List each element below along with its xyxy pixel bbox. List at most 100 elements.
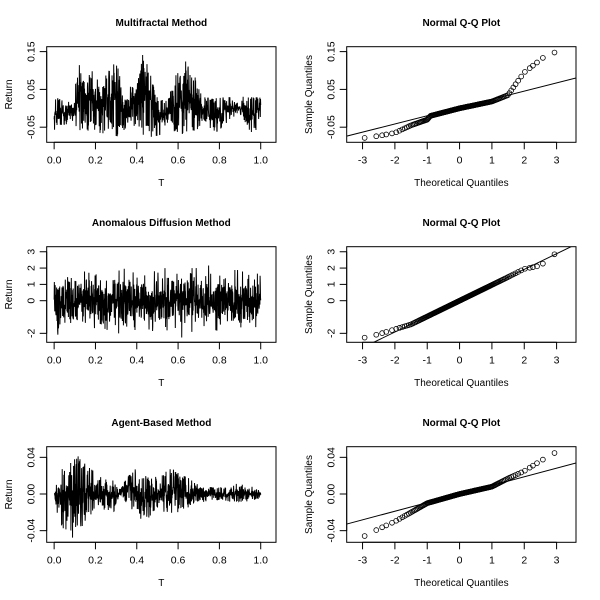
qq-point bbox=[373, 331, 380, 338]
y-axis-label: Return bbox=[4, 479, 15, 509]
data-layer bbox=[346, 450, 577, 539]
x-tick-label: 0.6 bbox=[171, 154, 186, 166]
x-tick-label: -2 bbox=[390, 554, 399, 566]
qq-point bbox=[383, 522, 390, 529]
x-tick-label: 0.2 bbox=[88, 354, 103, 366]
y-tick-label: -0.04 bbox=[326, 519, 338, 543]
y-tick-label: 0.04 bbox=[26, 447, 38, 468]
qq-point bbox=[361, 533, 368, 539]
qq-point bbox=[540, 55, 546, 61]
y-tick-label: -2 bbox=[326, 329, 338, 338]
qq-point bbox=[512, 472, 519, 478]
qq-reference-line bbox=[346, 462, 577, 525]
y-tick-label: -0.05 bbox=[326, 115, 338, 139]
qq-point bbox=[530, 462, 536, 469]
x-tick-label: 3 bbox=[554, 154, 560, 166]
data-layer bbox=[361, 246, 573, 343]
qq-point bbox=[512, 81, 519, 88]
x-tick-label: 1 bbox=[489, 354, 495, 366]
x-tick-label: 0 bbox=[457, 354, 463, 366]
x-tick-label: -1 bbox=[423, 154, 432, 166]
qq-point bbox=[534, 59, 540, 66]
qq-point bbox=[396, 516, 403, 522]
x-tick-label: 1.0 bbox=[253, 354, 268, 366]
x-tick-label: 0.0 bbox=[47, 354, 62, 366]
y-axis-label: Sample Quantiles bbox=[304, 55, 315, 134]
qq-point bbox=[551, 251, 558, 258]
x-tick-label: -3 bbox=[358, 554, 367, 566]
x-tick-label: 0.8 bbox=[212, 354, 227, 366]
y-tick-label: 3 bbox=[26, 249, 38, 255]
y-tick-label: 0 bbox=[26, 298, 38, 304]
x-tick-label: 3 bbox=[554, 554, 560, 566]
plot-box bbox=[346, 46, 577, 143]
x-tick-label: 1.0 bbox=[253, 554, 268, 566]
qq-point bbox=[540, 456, 546, 463]
data-layer bbox=[53, 55, 262, 137]
x-tick-label: 0.6 bbox=[171, 554, 186, 566]
chart-title: Normal Q-Q Plot bbox=[422, 18, 500, 29]
x-tick-label: 1.0 bbox=[253, 154, 268, 166]
chart-panel-4: Normal Q-Q Plot -3 -2 -1 0 1 2 3 -2 0 1 2 3 Theoretic… bbox=[304, 218, 577, 389]
x-tick-label: 0 bbox=[457, 554, 463, 566]
data-layer bbox=[346, 49, 577, 141]
chart-title: Normal Q-Q Plot bbox=[422, 218, 500, 229]
x-axis-label: T bbox=[158, 178, 164, 189]
x-tick-label: 0.0 bbox=[47, 554, 62, 566]
qq-point bbox=[393, 129, 399, 136]
qq-point bbox=[540, 260, 546, 267]
chart-panel-6: Normal Q-Q Plot -3 -2 -1 0 1 2 3 -0.04 0.00 0.04 Th… bbox=[304, 418, 577, 589]
y-tick-label: 0.15 bbox=[26, 41, 38, 62]
x-tick-label: 2 bbox=[521, 354, 527, 366]
chart-panel-1: Multifractal Method 0.0 0.2 0.4 0.6 0.8 1.0 -0.… bbox=[4, 18, 277, 189]
y-tick-label: 1 bbox=[326, 281, 338, 287]
x-axis-label: Theoretical Quantiles bbox=[414, 378, 509, 389]
chart-title: Anomalous Diffusion Method bbox=[92, 218, 231, 229]
y-tick-label: 1 bbox=[26, 281, 38, 287]
x-tick-label: 2 bbox=[521, 154, 527, 166]
qq-point bbox=[396, 127, 403, 134]
x-tick-label: -2 bbox=[390, 354, 399, 366]
x-tick-label: -3 bbox=[358, 354, 367, 366]
qq-point bbox=[373, 133, 380, 140]
qq-point bbox=[383, 131, 390, 138]
y-axis-label: Sample Quantiles bbox=[304, 455, 315, 534]
qq-point bbox=[361, 135, 368, 141]
chart-panel-2: Normal Q-Q Plot -3 -2 -1 0 1 2 3 -0.05 0.05 0.15 Th… bbox=[304, 18, 577, 189]
qq-point bbox=[515, 269, 521, 275]
qq-point bbox=[522, 467, 528, 474]
x-tick-label: 0.4 bbox=[129, 354, 144, 366]
y-tick-label: 0.05 bbox=[26, 79, 38, 100]
y-axis-label: Sample Quantiles bbox=[304, 255, 315, 334]
qq-point bbox=[551, 450, 558, 456]
qq-reference-line bbox=[346, 77, 577, 137]
y-axis-label: Return bbox=[4, 79, 15, 109]
y-tick-label: -0.05 bbox=[26, 115, 38, 139]
x-tick-label: -2 bbox=[390, 154, 399, 166]
x-tick-label: 3 bbox=[554, 354, 560, 366]
qq-point bbox=[379, 132, 385, 139]
x-tick-label: -3 bbox=[358, 154, 367, 166]
x-tick-label: 0.6 bbox=[171, 354, 186, 366]
x-axis-label: Theoretical Quantiles bbox=[414, 578, 509, 589]
qq-point bbox=[530, 62, 536, 69]
x-axis-label: T bbox=[158, 578, 164, 589]
x-tick-label: 0.8 bbox=[212, 554, 227, 566]
y-tick-label: -0.04 bbox=[26, 519, 38, 543]
x-tick-label: 0.2 bbox=[88, 554, 103, 566]
y-tick-label: -2 bbox=[26, 329, 38, 338]
y-tick-label: 3 bbox=[326, 249, 338, 255]
chart-title: Agent-Based Method bbox=[111, 418, 211, 429]
qq-point bbox=[522, 69, 528, 75]
qq-reference-line bbox=[372, 246, 573, 343]
x-tick-label: -1 bbox=[423, 554, 432, 566]
data-layer bbox=[53, 456, 262, 538]
x-tick-label: -1 bbox=[423, 354, 432, 366]
qq-point bbox=[515, 77, 521, 84]
y-tick-label: 0.05 bbox=[326, 79, 338, 100]
chart-title: Multifractal Method bbox=[116, 18, 208, 29]
chart-title: Normal Q-Q Plot bbox=[422, 418, 500, 429]
series-line bbox=[53, 55, 262, 137]
chart-panel-5: Agent-Based Method 0.0 0.2 0.4 0.6 0.8 1.0 -0.0… bbox=[4, 418, 277, 589]
y-tick-label: 2 bbox=[326, 265, 338, 271]
